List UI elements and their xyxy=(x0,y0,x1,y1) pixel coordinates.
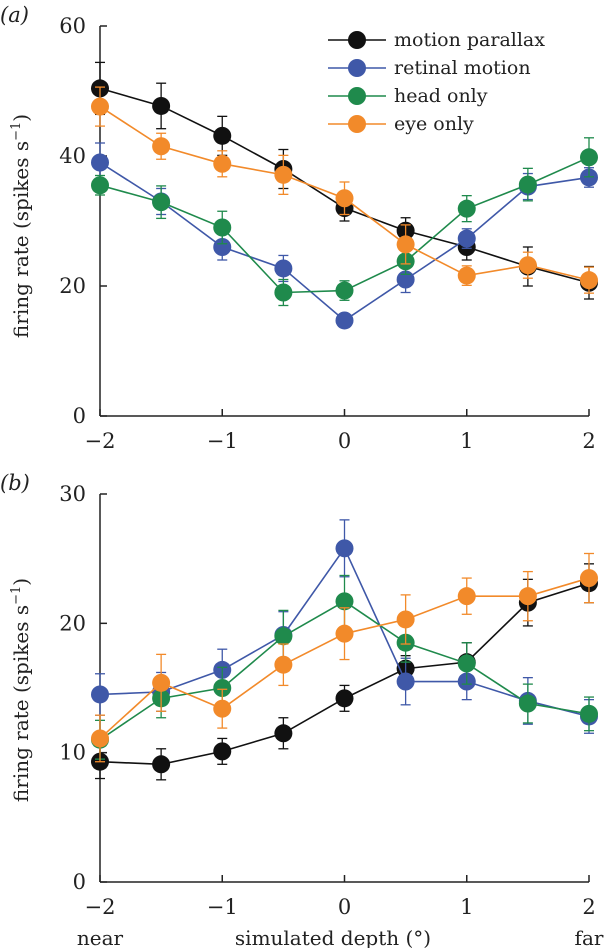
legend-item: eye only xyxy=(328,113,474,135)
panel-a-y-axis-title: firing rate (spikes s−1) xyxy=(9,114,33,338)
data-point xyxy=(580,569,598,588)
data-point xyxy=(396,610,415,629)
data-point xyxy=(213,742,232,761)
data-point xyxy=(213,238,232,256)
data-point xyxy=(213,699,232,718)
data-point xyxy=(396,672,415,691)
series-line xyxy=(99,156,590,294)
data-point xyxy=(335,539,354,558)
legend-marker xyxy=(348,87,366,105)
data-point xyxy=(457,266,476,285)
panel-a-x-tick-label: 1 xyxy=(460,429,473,453)
data-point xyxy=(274,627,293,646)
panel-a-series-eye-only xyxy=(91,86,598,294)
legend-marker xyxy=(348,59,366,77)
data-point xyxy=(518,694,537,713)
data-point xyxy=(91,97,109,116)
panel-b-y-axis-title: firing rate (spikes s−1) xyxy=(9,578,33,802)
data-point xyxy=(457,587,476,606)
data-point xyxy=(91,176,109,195)
panel-b-y-tick-label: 10 xyxy=(59,741,86,765)
x-axis-title: simulated depth (°) xyxy=(235,926,431,948)
data-point xyxy=(274,724,293,743)
data-point xyxy=(457,199,476,218)
panel-a-x-tick-label: 2 xyxy=(582,429,595,453)
data-point xyxy=(518,587,537,606)
legend: motion parallax retinal motion head only ey… xyxy=(328,29,545,135)
data-point xyxy=(335,592,354,611)
legend-label: eye only xyxy=(394,113,474,135)
data-point xyxy=(213,679,232,697)
panel-b-x-tick-label: 0 xyxy=(338,895,351,919)
data-point xyxy=(518,175,537,194)
data-point xyxy=(91,729,109,748)
panel-a-x-tick-label: −1 xyxy=(207,429,238,453)
data-point xyxy=(396,235,415,254)
panel-a-label: (a) xyxy=(0,3,29,27)
data-point xyxy=(396,270,415,289)
data-point xyxy=(335,311,354,330)
panel-b-x-tick-label: −2 xyxy=(85,895,116,919)
panel-a-y-tick-label: 20 xyxy=(59,274,86,298)
panel-b-x-tick-label: 2 xyxy=(582,895,595,919)
data-point xyxy=(152,137,171,156)
panel-b-label: (b) xyxy=(0,471,30,495)
panel-a: (a) 0 20 40 60 −2 −1 0 1 2 firing rate (spikes … xyxy=(0,3,598,453)
panel-b: (b) 0 10 20 30 −2 −1 0 1 2 firing rate (spikes … xyxy=(0,471,598,919)
legend-item: head only xyxy=(328,85,488,107)
panel-b-y-tick-label: 30 xyxy=(59,482,86,506)
legend-marker xyxy=(348,115,366,133)
data-point xyxy=(335,189,354,208)
x-far-label: far xyxy=(575,926,604,948)
data-point xyxy=(274,283,293,302)
panel-a-y-tick-label: 40 xyxy=(59,144,86,168)
x-near-label: near xyxy=(77,926,124,948)
panel-b-y-tick-label: 0 xyxy=(73,870,86,894)
panel-b-y-tick-label: 20 xyxy=(59,611,86,635)
data-point xyxy=(580,704,598,723)
panel-b-x-tick-label: −1 xyxy=(207,895,238,919)
data-point xyxy=(152,673,171,692)
data-point xyxy=(580,148,598,167)
legend-label: head only xyxy=(394,85,488,107)
legend-marker xyxy=(348,31,366,49)
legend-label: retinal motion xyxy=(394,57,531,79)
data-point xyxy=(457,654,476,673)
data-point xyxy=(152,193,171,212)
data-point xyxy=(457,229,476,248)
data-point xyxy=(91,685,109,704)
data-point xyxy=(91,153,109,172)
panel-a-x-tick-label: 0 xyxy=(338,429,351,453)
panel-a-y-tick-label: 0 xyxy=(73,404,86,428)
data-point xyxy=(335,689,354,708)
legend-label: motion parallax xyxy=(394,29,545,51)
panel-a-y-tick-label: 60 xyxy=(59,14,86,38)
data-point xyxy=(335,624,354,643)
data-point xyxy=(274,259,293,278)
data-point xyxy=(152,755,171,774)
panel-a-x-tick-label: −2 xyxy=(85,429,116,453)
legend-item: retinal motion xyxy=(328,57,531,79)
data-point xyxy=(213,154,232,173)
data-point xyxy=(274,165,293,184)
data-point xyxy=(274,655,293,674)
data-point xyxy=(518,256,537,275)
data-point xyxy=(580,271,598,290)
panel-b-series-eye-only xyxy=(91,552,598,763)
panel-a-series-retinal-motion xyxy=(91,142,598,330)
legend-item: motion parallax xyxy=(328,29,545,51)
data-point xyxy=(213,126,232,145)
panel-b-x-tick-label: 1 xyxy=(460,895,473,919)
data-point xyxy=(335,281,354,300)
data-point xyxy=(213,218,232,237)
data-point xyxy=(152,96,171,115)
